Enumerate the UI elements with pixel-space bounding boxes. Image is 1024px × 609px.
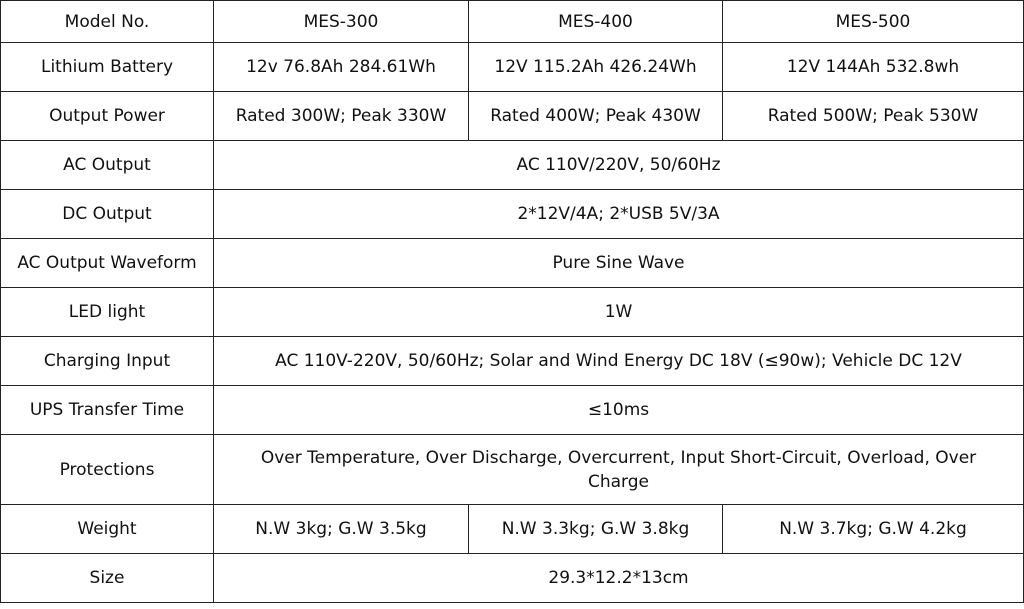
battery-value-mes-300: 12v 76.8Ah 284.61Wh [213, 42, 469, 92]
table-row-header: Model No. MES-300 MES-400 MES-500 [0, 0, 1024, 43]
row-label-output-power: Output Power [0, 91, 214, 141]
table-row-protections: Protections Over Temperature, Over Disch… [0, 434, 1024, 505]
row-label-dc-output: DC Output [0, 189, 214, 239]
ups-value: ≤10ms [213, 385, 1024, 435]
table-row-battery: Lithium Battery 12v 76.8Ah 284.61Wh 12V … [0, 42, 1024, 92]
row-label-battery: Lithium Battery [0, 42, 214, 92]
weight-value-mes-300: N.W 3kg; G.W 3.5kg [213, 504, 469, 554]
weight-value-mes-500: N.W 3.7kg; G.W 4.2kg [722, 504, 1024, 554]
model-cell-mes-400: MES-400 [468, 0, 723, 43]
model-cell-mes-300: MES-300 [213, 0, 469, 43]
ac-output-value: AC 110V/220V, 50/60Hz [213, 140, 1024, 190]
row-label-size: Size [0, 553, 214, 603]
table-row-dc-output: DC Output 2*12V/4A; 2*USB 5V/3A [0, 189, 1024, 239]
model-cell-mes-500: MES-500 [722, 0, 1024, 43]
battery-value-mes-400: 12V 115.2Ah 426.24Wh [468, 42, 723, 92]
row-label-led: LED light [0, 287, 214, 337]
header-label-cell: Model No. [0, 0, 214, 43]
table-row-waveform: AC Output Waveform Pure Sine Wave [0, 238, 1024, 288]
protections-value: Over Temperature, Over Discharge, Overcu… [213, 434, 1024, 505]
table-row-led: LED light 1W [0, 287, 1024, 337]
dc-output-value: 2*12V/4A; 2*USB 5V/3A [213, 189, 1024, 239]
weight-value-mes-400: N.W 3.3kg; G.W 3.8kg [468, 504, 723, 554]
output-power-value-mes-300: Rated 300W; Peak 330W [213, 91, 469, 141]
table-row-weight: Weight N.W 3kg; G.W 3.5kg N.W 3.3kg; G.W… [0, 504, 1024, 554]
charging-value: AC 110V-220V, 50/60Hz; Solar and Wind En… [213, 336, 1024, 386]
output-power-value-mes-500: Rated 500W; Peak 530W [722, 91, 1024, 141]
row-label-weight: Weight [0, 504, 214, 554]
table-row-charging: Charging Input AC 110V-220V, 50/60Hz; So… [0, 336, 1024, 386]
battery-value-mes-500: 12V 144Ah 532.8wh [722, 42, 1024, 92]
output-power-value-mes-400: Rated 400W; Peak 430W [468, 91, 723, 141]
table-row-size: Size 29.3*12.2*13cm [0, 553, 1024, 603]
row-label-ac-output: AC Output [0, 140, 214, 190]
row-label-charging: Charging Input [0, 336, 214, 386]
table-row-ac-output: AC Output AC 110V/220V, 50/60Hz [0, 140, 1024, 190]
row-label-waveform: AC Output Waveform [0, 238, 214, 288]
waveform-value: Pure Sine Wave [213, 238, 1024, 288]
row-label-protections: Protections [0, 434, 214, 505]
table-row-ups: UPS Transfer Time ≤10ms [0, 385, 1024, 435]
led-value: 1W [213, 287, 1024, 337]
size-value: 29.3*12.2*13cm [213, 553, 1024, 603]
row-label-ups: UPS Transfer Time [0, 385, 214, 435]
table-row-output-power: Output Power Rated 300W; Peak 330W Rated… [0, 91, 1024, 141]
